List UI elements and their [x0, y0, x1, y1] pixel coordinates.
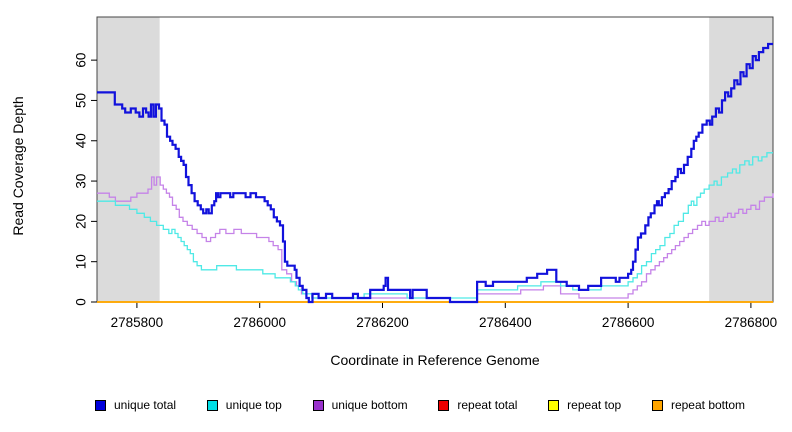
legend-swatch-unique-top	[206, 399, 218, 411]
legend-label-repeat-top: repeat top	[567, 398, 622, 412]
x-axis-title: Coordinate in Reference Genome	[330, 352, 540, 368]
legend-item-repeat-bottom: repeat bottom	[651, 398, 745, 412]
shaded-region-1	[709, 17, 773, 302]
legend-item-unique-total: unique total	[95, 398, 176, 412]
legend-swatch-repeat-total	[438, 399, 450, 411]
legend-swatch-unique-bottom	[312, 399, 324, 411]
series-line-unique-total	[97, 42, 773, 304]
legend-item-unique-bottom: unique bottom	[312, 398, 408, 412]
legend-label-unique-top: unique top	[225, 398, 282, 412]
x-tick-label: 2786400	[479, 315, 532, 330]
y-tick-label: 30	[74, 174, 89, 189]
legend-label-repeat-total: repeat total	[457, 398, 518, 412]
y-axis-title: Read Coverage Depth	[10, 96, 26, 236]
series-line-unique-bottom	[97, 176, 774, 303]
y-tick-label: 20	[74, 214, 89, 229]
x-tick-label: 2785800	[111, 315, 164, 330]
y-tick-label: 40	[74, 133, 89, 148]
y-tick-label: 10	[74, 254, 89, 269]
legend-swatch-repeat-top	[548, 399, 560, 411]
y-tick-label: 50	[74, 93, 89, 108]
legend-item-repeat-top: repeat top	[548, 398, 621, 412]
legend-item-unique-top: unique top	[206, 398, 282, 412]
legend-swatch-repeat-bottom	[651, 399, 663, 411]
x-tick-label: 2786200	[356, 315, 409, 330]
legend-label-unique-total: unique total	[114, 398, 177, 412]
legend-label-repeat-bottom: repeat bottom	[670, 398, 745, 412]
x-tick-label: 2786000	[233, 315, 286, 330]
plot-border	[96, 16, 774, 303]
x-tick-label: 2786600	[602, 315, 655, 330]
legend-swatch-unique-total	[95, 399, 106, 411]
legend-label-unique-bottom: unique bottom	[331, 398, 408, 412]
x-tick-label: 2786800	[725, 315, 778, 330]
y-tick-label: 0	[74, 298, 89, 306]
shaded-region-0	[97, 17, 160, 302]
legend: unique total unique top unique bottom repea…	[95, 396, 745, 414]
y-tick-label: 60	[74, 53, 89, 68]
legend-item-repeat-total: repeat total	[438, 398, 517, 412]
series-line-unique-top	[97, 152, 773, 299]
